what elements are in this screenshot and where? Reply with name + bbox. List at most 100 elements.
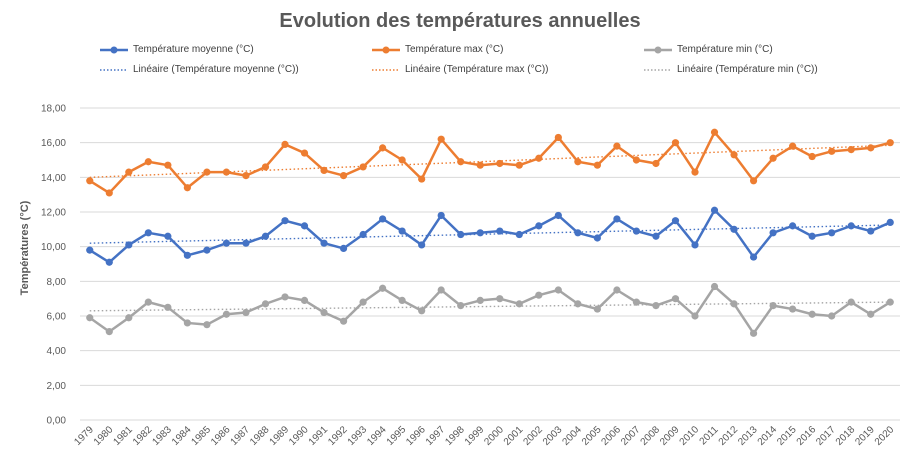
data-point[interactable] bbox=[437, 286, 445, 294]
data-point[interactable] bbox=[183, 184, 191, 192]
data-point[interactable] bbox=[730, 300, 738, 308]
data-point[interactable] bbox=[496, 227, 504, 235]
data-point[interactable] bbox=[886, 218, 894, 226]
data-point[interactable] bbox=[789, 305, 797, 313]
data-point[interactable] bbox=[339, 172, 348, 180]
data-point[interactable] bbox=[749, 329, 758, 337]
data-point[interactable] bbox=[515, 230, 523, 239]
data-point[interactable] bbox=[281, 217, 289, 225]
data-point[interactable] bbox=[574, 229, 582, 237]
legend-item-min[interactable]: Température min (°C) bbox=[644, 44, 773, 55]
legend-item-moyenne[interactable]: Température moyenne (°C) bbox=[100, 44, 254, 55]
data-point[interactable] bbox=[398, 296, 406, 304]
data-point[interactable] bbox=[457, 158, 465, 166]
data-point[interactable] bbox=[710, 128, 719, 136]
data-point[interactable] bbox=[203, 321, 211, 329]
data-point[interactable] bbox=[554, 286, 562, 294]
data-point[interactable] bbox=[671, 295, 680, 303]
data-point[interactable] bbox=[535, 222, 543, 230]
data-point[interactable] bbox=[222, 168, 231, 176]
data-point[interactable] bbox=[359, 230, 367, 239]
data-point[interactable] bbox=[242, 239, 250, 247]
data-point[interactable] bbox=[652, 302, 660, 310]
data-point[interactable] bbox=[808, 310, 816, 318]
data-point[interactable] bbox=[379, 284, 387, 292]
data-point[interactable] bbox=[359, 298, 367, 306]
data-point[interactable] bbox=[164, 232, 172, 240]
data-point[interactable] bbox=[632, 227, 641, 235]
data-point[interactable] bbox=[398, 156, 406, 164]
data-point[interactable] bbox=[710, 206, 719, 214]
data-point[interactable] bbox=[808, 232, 816, 240]
data-point[interactable] bbox=[281, 140, 289, 148]
legend-item-trend-moyenne[interactable]: Linéaire (Température moyenne (°C)) bbox=[100, 64, 299, 75]
data-point[interactable] bbox=[789, 142, 797, 150]
data-point[interactable] bbox=[789, 222, 797, 230]
data-point[interactable] bbox=[574, 300, 582, 308]
data-point[interactable] bbox=[847, 146, 855, 154]
data-point[interactable] bbox=[125, 241, 133, 249]
data-point[interactable] bbox=[496, 159, 504, 168]
data-point[interactable] bbox=[730, 151, 738, 159]
data-point[interactable] bbox=[164, 303, 172, 311]
data-point[interactable] bbox=[535, 291, 543, 299]
data-point[interactable] bbox=[261, 300, 270, 308]
data-point[interactable] bbox=[554, 133, 562, 142]
data-point[interactable] bbox=[886, 139, 894, 147]
data-point[interactable] bbox=[828, 229, 836, 237]
data-point[interactable] bbox=[457, 230, 465, 239]
data-point[interactable] bbox=[535, 154, 543, 162]
data-point[interactable] bbox=[613, 286, 621, 294]
data-point[interactable] bbox=[144, 229, 152, 237]
data-point[interactable] bbox=[418, 307, 426, 315]
data-point[interactable] bbox=[418, 241, 426, 249]
data-point[interactable] bbox=[476, 229, 484, 237]
data-point[interactable] bbox=[183, 251, 191, 259]
data-point[interactable] bbox=[105, 189, 113, 197]
data-point[interactable] bbox=[574, 158, 582, 166]
data-point[interactable] bbox=[125, 168, 133, 176]
data-point[interactable] bbox=[261, 232, 270, 240]
data-point[interactable] bbox=[515, 161, 523, 169]
data-point[interactable] bbox=[652, 232, 660, 240]
data-point[interactable] bbox=[632, 156, 641, 164]
data-point[interactable] bbox=[418, 175, 426, 183]
data-point[interactable] bbox=[222, 239, 231, 247]
data-point[interactable] bbox=[867, 227, 875, 235]
data-point[interactable] bbox=[847, 222, 855, 230]
data-point[interactable] bbox=[515, 300, 523, 308]
data-point[interactable] bbox=[144, 158, 152, 166]
data-point[interactable] bbox=[749, 253, 758, 261]
data-point[interactable] bbox=[613, 142, 621, 150]
data-point[interactable] bbox=[769, 154, 777, 162]
data-point[interactable] bbox=[847, 298, 855, 306]
data-point[interactable] bbox=[300, 149, 309, 157]
data-point[interactable] bbox=[242, 172, 250, 180]
data-point[interactable] bbox=[457, 302, 465, 310]
data-point[interactable] bbox=[105, 258, 113, 266]
data-point[interactable] bbox=[496, 295, 504, 303]
data-point[interactable] bbox=[652, 159, 660, 168]
data-point[interactable] bbox=[671, 139, 680, 147]
data-point[interactable] bbox=[437, 211, 445, 220]
data-point[interactable] bbox=[379, 144, 387, 152]
data-point[interactable] bbox=[437, 135, 445, 143]
data-point[interactable] bbox=[339, 317, 348, 325]
data-point[interactable] bbox=[828, 147, 836, 155]
data-point[interactable] bbox=[749, 177, 758, 185]
data-point[interactable] bbox=[281, 293, 289, 301]
data-point[interactable] bbox=[593, 305, 601, 313]
data-point[interactable] bbox=[691, 312, 699, 320]
legend-item-max[interactable]: Température max (°C) bbox=[372, 44, 503, 55]
data-point[interactable] bbox=[203, 246, 211, 254]
data-point[interactable] bbox=[476, 161, 484, 169]
data-point[interactable] bbox=[476, 296, 484, 304]
data-point[interactable] bbox=[125, 314, 133, 322]
data-point[interactable] bbox=[203, 168, 211, 176]
data-point[interactable] bbox=[867, 310, 875, 318]
data-point[interactable] bbox=[808, 152, 816, 161]
data-point[interactable] bbox=[379, 215, 387, 223]
data-point[interactable] bbox=[730, 225, 738, 233]
data-point[interactable] bbox=[320, 166, 328, 174]
data-point[interactable] bbox=[359, 163, 367, 171]
